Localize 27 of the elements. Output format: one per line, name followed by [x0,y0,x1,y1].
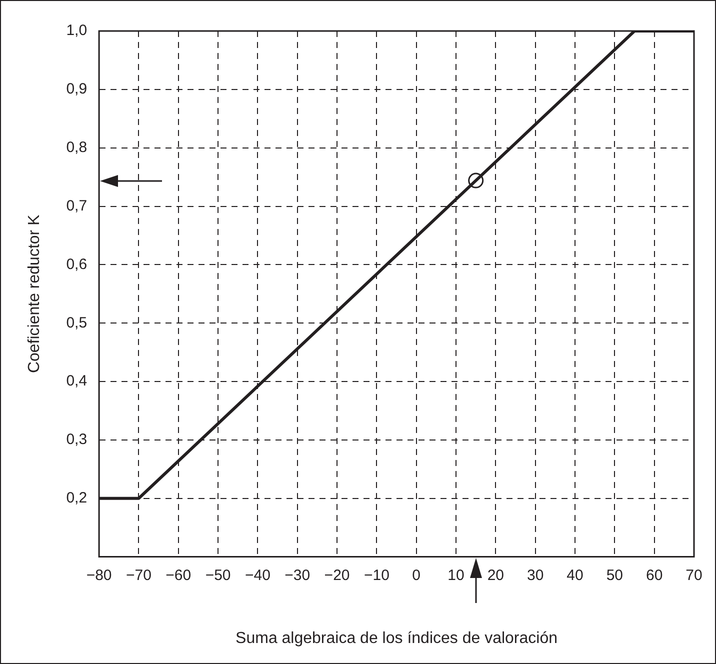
x-axis-title: Suma algebraica de los índices de valoración [236,630,558,647]
y-tick-label: 0,3 [66,431,88,448]
x-tick-label: −20 [324,566,350,584]
x-tick-label: 60 [646,566,663,584]
y-tick-label: 0,9 [66,80,88,98]
y-tick-label: 0,8 [66,138,88,156]
y-tick-label: 1,0 [66,22,88,40]
y-tick-label: 0,5 [66,314,88,332]
y-tick-label: 0,6 [66,256,88,273]
x-tick-label: −70 [126,566,152,584]
x-tick-label: 30 [527,566,544,584]
x-tick-label: −30 [284,566,310,584]
x-tick-label: 0 [412,566,421,584]
x-tick-label: −50 [205,566,231,584]
x-tick-label: 50 [606,566,624,584]
y-tick-label: 0,7 [66,197,88,214]
y-axis-title: Coeficiente reductor K [26,214,44,374]
x-tick-label: −40 [244,566,270,584]
y-tick-label: 0,4 [66,372,88,390]
y-tick-label: 0,2 [66,490,88,507]
x-tick-label: 40 [566,566,584,584]
x-tick-label: −80 [86,566,112,584]
x-tick-label: −10 [364,566,390,584]
x-tick-label: 70 [686,566,702,584]
x-tick-label: −60 [166,566,192,584]
x-tick-label: 10 [448,566,464,584]
x-tick-label: 20 [487,566,504,584]
